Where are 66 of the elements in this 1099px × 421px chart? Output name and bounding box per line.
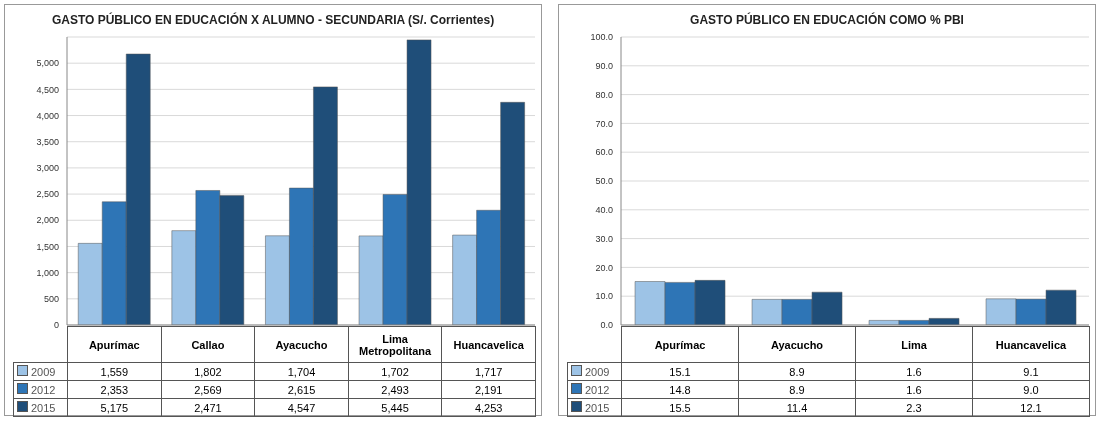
y-tick-label: 80.0 [595, 89, 613, 100]
y-tick-label: 30.0 [595, 233, 613, 244]
x-tick-label: Lima [855, 326, 973, 363]
y-tick-label: 40.0 [595, 205, 613, 215]
data-label: 9.1 [972, 362, 1090, 381]
x-tick-label: Lima Metropolitana [348, 326, 442, 363]
data-label: 2,493 [348, 380, 442, 399]
y-tick-label: 10.0 [595, 291, 613, 302]
y-tick-label: 2,000 [36, 215, 59, 226]
x-tick-label: Ayacucho [254, 326, 349, 363]
y-tick-label: 20.0 [595, 262, 613, 273]
data-label: 2,569 [161, 380, 255, 399]
y-tick-label: 4,000 [36, 110, 59, 121]
data-label: 2,615 [254, 380, 349, 399]
data-label: 5,445 [348, 398, 442, 417]
chart-title: GASTO PÚBLICO EN EDUCACIÓN COMO % PBI [689, 13, 965, 27]
legend-label: 2009 [13, 362, 68, 381]
y-tick-label: 500 [43, 294, 59, 305]
data-label: 12.1 [972, 398, 1090, 417]
chart-title: GASTO PÚBLICO EN EDUCACIÓN X ALUMNO - SECUNDARIA (S/. Corrientes) [50, 13, 496, 27]
data-label: 5,175 [67, 398, 162, 417]
data-label: 8.9 [738, 362, 856, 381]
legend-label: 2015 [567, 398, 622, 417]
data-label: 2,353 [67, 380, 162, 399]
x-tick-label: Huancavelica [441, 326, 536, 363]
data-label: 1,559 [67, 362, 162, 381]
data-label: 8.9 [738, 380, 856, 399]
legend-label: 2012 [13, 380, 68, 399]
legend-label: 2009 [567, 362, 622, 381]
y-tick-label: 50.0 [595, 176, 613, 187]
y-tick-label: 0.0 [600, 320, 613, 331]
data-label: 1.6 [855, 380, 973, 399]
y-tick-label: 60.0 [595, 147, 613, 158]
data-label: 1,702 [348, 362, 442, 381]
legend-label: 2012 [567, 380, 622, 399]
y-tick-label: 1,000 [36, 267, 59, 278]
data-label: 1,717 [441, 362, 536, 381]
y-tick-label: 3,000 [36, 163, 59, 174]
x-tick-label: Apurímac [621, 326, 739, 363]
y-tick-label: 90.0 [595, 60, 613, 71]
x-tick-label: Callao [161, 326, 255, 363]
y-tick-label: 4,500 [36, 84, 59, 95]
data-label: 4,253 [441, 398, 536, 417]
data-label: 14.8 [621, 380, 739, 399]
data-label: 2,471 [161, 398, 255, 417]
y-tick-label: 100.0 [590, 32, 613, 43]
y-tick-label: 0 [53, 320, 59, 331]
x-tick-label: Ayacucho [738, 326, 856, 363]
data-label: 1.6 [855, 362, 973, 381]
data-label: 15.1 [621, 362, 739, 381]
y-tick-label: 1,500 [36, 241, 59, 252]
data-label: 2,191 [441, 380, 536, 399]
data-label: 4,547 [254, 398, 349, 417]
data-label: 1,704 [254, 362, 349, 381]
data-label: 11.4 [738, 398, 856, 417]
y-tick-label: 5,000 [36, 58, 59, 69]
legend-label: 2015 [13, 398, 68, 417]
data-label: 2.3 [855, 398, 973, 417]
y-tick-label: 2,500 [36, 189, 59, 200]
data-label: 15.5 [621, 398, 739, 417]
data-label: 1,802 [161, 362, 255, 381]
data-label: 9.0 [972, 380, 1090, 399]
y-tick-label: 70.0 [595, 118, 613, 129]
x-tick-label: Huancavelica [972, 326, 1090, 363]
y-tick-label: 3,500 [36, 136, 59, 147]
x-tick-label: Apurímac [67, 326, 162, 363]
